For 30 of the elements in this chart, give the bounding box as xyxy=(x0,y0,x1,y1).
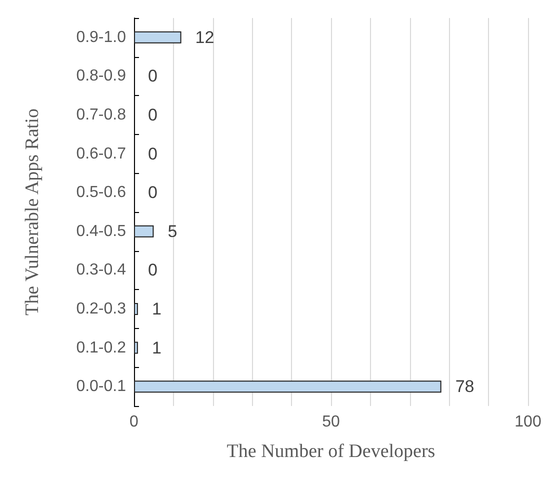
bar xyxy=(134,342,138,354)
data-label: 0 xyxy=(148,260,158,280)
y-tick-label: 0.1-0.2 xyxy=(76,339,126,356)
x-tick-label: 100 xyxy=(514,414,542,430)
data-label: 78 xyxy=(455,377,474,396)
y-tick-label: 0.6-0.7 xyxy=(76,145,126,162)
x-tick-label: 0 xyxy=(130,414,139,430)
data-label: 0 xyxy=(148,144,158,164)
bar xyxy=(134,303,138,315)
y-tick-label: 0.0-0.1 xyxy=(76,378,126,396)
y-tick-label: 0.5-0.6 xyxy=(76,184,126,202)
bar xyxy=(134,380,442,393)
data-label: 0 xyxy=(148,183,158,202)
y-axis-title: The Vulnerable Apps Ratio xyxy=(22,108,43,316)
y-tick-label: 0.4-0.5 xyxy=(76,222,126,240)
y-tick-label: 0.2-0.3 xyxy=(76,300,126,318)
data-label: 0 xyxy=(148,106,158,124)
y-tick-label: 0.9-1.0 xyxy=(76,28,126,46)
data-label: 1 xyxy=(152,338,162,358)
data-label: 12 xyxy=(195,28,214,47)
y-tick-label: 0.7-0.8 xyxy=(76,106,126,124)
x-axis-title: The Number of Developers xyxy=(226,441,436,462)
y-tick-label: 0.3-0.4 xyxy=(76,262,126,279)
data-label: 5 xyxy=(168,222,178,241)
bar xyxy=(134,31,182,44)
x-tick-label: 50 xyxy=(322,414,340,430)
y-tick-label: 0.8-0.9 xyxy=(76,68,126,85)
data-label: 1 xyxy=(152,300,162,318)
bar xyxy=(134,225,154,238)
data-label: 0 xyxy=(148,66,158,86)
